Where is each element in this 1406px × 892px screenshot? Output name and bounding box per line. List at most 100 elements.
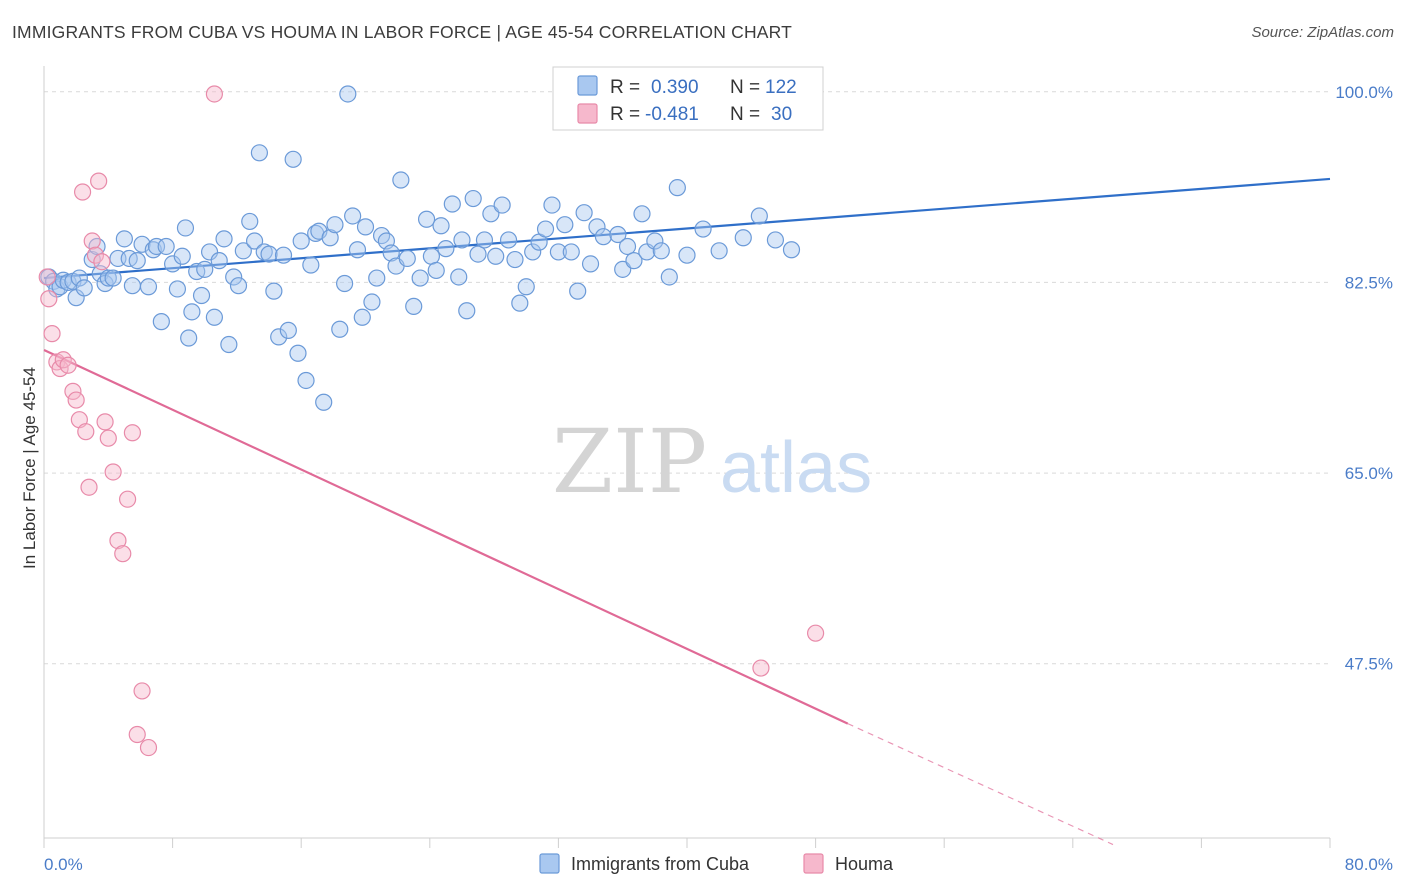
houma-point-22 [118, 490, 137, 508]
cuba-point-77 [398, 249, 416, 268]
cuba-point-108 [581, 255, 600, 273]
cuba-point-93 [487, 247, 505, 265]
cuba-point-30 [176, 219, 195, 237]
cuba-point-57 [302, 256, 320, 274]
x-tick-label-0: 0.0% [44, 855, 83, 874]
bottom-legend-swatch-houma [803, 853, 824, 874]
x-tick-label-1: 80.0% [1345, 855, 1393, 874]
houma-point-27 [205, 85, 223, 103]
top-legend: R = 0.390 N = 122 R = -0.481 N = 30 [552, 66, 824, 131]
bottom-legend-swatch-cuba [539, 853, 560, 874]
cuba-point-78 [405, 297, 423, 315]
cuba-point-43 [234, 242, 252, 260]
watermark-atlas: atlas [720, 428, 872, 508]
cuba-point-116 [633, 205, 651, 223]
cuba-point-23 [144, 241, 162, 259]
watermark-zip: ZIP [552, 410, 707, 513]
cuba-point-76 [392, 171, 410, 189]
cuba-point-54 [289, 344, 307, 362]
legend-n-value-houma: 30 [771, 104, 792, 125]
cuba-point-46 [250, 144, 269, 162]
cuba-point-20 [128, 252, 146, 270]
cuba-point-41 [225, 268, 243, 286]
cuba-point-39 [215, 230, 233, 248]
cuba-point-92 [482, 205, 500, 223]
houma-point-15 [90, 172, 108, 190]
cuba-point-94 [493, 196, 511, 214]
cuba-point-83 [432, 217, 450, 235]
cuba-point-48 [260, 245, 278, 263]
cuba-point-37 [205, 308, 223, 326]
cuba-point-86 [450, 268, 468, 286]
cuba-point-80 [417, 210, 436, 228]
cuba-point-35 [196, 260, 214, 278]
houma-point-29 [806, 624, 825, 642]
cuba-point-69 [356, 218, 375, 236]
cuba-point-63 [331, 320, 349, 338]
cuba-point-29 [173, 247, 191, 265]
bottom-legend-label-cuba: Immigrants from Cuba [571, 854, 750, 874]
cuba-point-125 [734, 229, 752, 247]
cuba-point-97 [511, 294, 529, 312]
cuba-point-36 [200, 243, 219, 261]
cuba-point-38 [210, 252, 228, 270]
points-layer [38, 85, 825, 757]
cuba-point-121 [668, 179, 686, 197]
houma-point-1 [40, 290, 58, 308]
houma-point-13 [83, 232, 101, 250]
houma-point-17 [96, 413, 114, 431]
cuba-point-71 [368, 269, 386, 287]
y-tick-label-2: 82.5% [1345, 273, 1393, 292]
cuba-point-82 [427, 261, 445, 280]
legend-n-value-cuba: 122 [765, 77, 797, 98]
cuba-point-70 [363, 293, 381, 311]
cuba-point-118 [646, 232, 664, 250]
cuba-point-110 [594, 228, 613, 246]
cuba-point-31 [180, 329, 198, 347]
y-tick-label-3: 100.0% [1335, 83, 1393, 102]
cuba-point-113 [614, 260, 632, 278]
cuba-point-61 [321, 229, 339, 247]
houma-trend-extension [847, 723, 1114, 846]
trend-layer [43, 177, 1331, 846]
cuba-point-34 [192, 286, 211, 305]
cuba-point-56 [297, 371, 315, 390]
cuba-point-55 [292, 232, 310, 250]
cuba-point-44 [241, 212, 259, 231]
legend-r-value-houma: -0.481 [645, 104, 699, 125]
cuba-point-115 [625, 252, 643, 270]
cuba-point-122 [678, 246, 696, 264]
watermark: ZIP atlas [552, 410, 872, 513]
houma-point-24 [128, 725, 146, 744]
cuba-point-45 [245, 232, 264, 250]
cuba-point-124 [710, 242, 728, 260]
cuba-point-60 [315, 393, 333, 411]
cuba-point-87 [453, 231, 471, 249]
houma-trend-line [43, 348, 849, 725]
houma-point-7 [64, 382, 82, 400]
cuba-point-65 [339, 85, 357, 103]
houma-point-18 [99, 429, 117, 447]
houma-point-16 [93, 253, 111, 271]
cuba-point-85 [443, 195, 461, 213]
cuba-point-114 [618, 237, 637, 256]
cuba-point-120 [660, 268, 678, 286]
houma-point-2 [43, 325, 61, 343]
legend-swatch-cuba [577, 75, 598, 96]
cuba-point-9 [75, 279, 93, 297]
cuba-point-72 [372, 226, 391, 245]
cuba-point-96 [506, 250, 524, 269]
cuba-point-101 [536, 220, 555, 238]
houma-point-19 [104, 463, 122, 481]
cuba-point-40 [220, 335, 238, 354]
y-tick-label-1: 65.0% [1345, 464, 1393, 483]
houma-point-26 [139, 738, 158, 757]
cuba-point-99 [524, 243, 542, 261]
cuba-point-109 [588, 218, 606, 236]
cuba-point-26 [157, 237, 175, 256]
houma-point-10 [73, 183, 92, 201]
legend-n-label-cuba: N = [730, 77, 760, 98]
cuba-point-112 [609, 225, 627, 244]
houma-point-11 [77, 423, 95, 441]
